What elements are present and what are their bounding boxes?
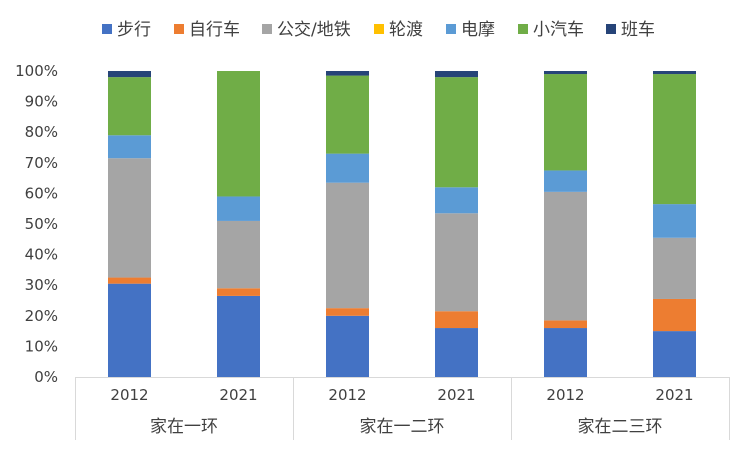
legend-swatch xyxy=(174,24,184,34)
bar-segment xyxy=(544,320,587,329)
y-tick-label: 80% xyxy=(25,123,58,141)
x-tick-label: 2012 xyxy=(328,386,366,404)
bar-segment xyxy=(217,196,260,221)
group-label: 家在二三环 xyxy=(578,417,663,437)
bar-segment xyxy=(217,288,260,296)
bar-segment xyxy=(544,191,587,321)
bar-segment xyxy=(435,213,478,312)
group-label: 家在一环 xyxy=(150,417,218,437)
y-tick-label: 10% xyxy=(25,337,58,355)
y-tick-label: 0% xyxy=(34,368,58,386)
bar-segment xyxy=(653,71,696,75)
legend-swatch xyxy=(518,24,528,34)
legend-label: 自行车 xyxy=(189,20,240,40)
bar-segment xyxy=(544,328,587,377)
legend-swatch xyxy=(262,24,272,34)
y-tick-label: 20% xyxy=(25,307,58,325)
bar-segment xyxy=(108,135,151,159)
legend: 步行 自行车 公交/地铁 轮渡 电摩 小汽车 班车 xyxy=(102,20,655,40)
x-tick-label: 2021 xyxy=(437,386,475,404)
y-tick-label: 50% xyxy=(25,215,58,233)
bar-segment xyxy=(653,298,696,332)
bar-segment xyxy=(326,71,369,76)
legend-swatch xyxy=(446,24,456,34)
bar-segment xyxy=(217,295,260,377)
legend-label: 步行 xyxy=(117,20,151,40)
bar-segment xyxy=(435,187,478,214)
legend-swatch xyxy=(102,24,112,34)
bar-segment xyxy=(108,158,151,278)
bar-segment xyxy=(108,77,151,136)
bar-segment xyxy=(217,71,260,197)
legend-item: 班车 xyxy=(606,20,655,40)
bar-segment xyxy=(108,277,151,284)
y-tick-label: 90% xyxy=(25,93,58,111)
bar-segment xyxy=(544,170,587,192)
bar-segment xyxy=(653,331,696,377)
legend-item: 自行车 xyxy=(174,20,240,40)
legend-item: 步行 xyxy=(102,20,151,40)
group-label: 家在一二环 xyxy=(360,417,445,437)
y-tick-label: 30% xyxy=(25,276,58,294)
y-tick-label: 60% xyxy=(25,184,58,202)
y-tick-label: 40% xyxy=(25,246,58,264)
x-tick-label: 2012 xyxy=(110,386,148,404)
x-tick-label: 2021 xyxy=(219,386,257,404)
bar-segment xyxy=(326,153,369,183)
legend-label: 班车 xyxy=(621,20,655,40)
y-axis: 0% 10% 20% 30% 40% 50% 60% 70% 80% 90% 100% xyxy=(15,62,58,386)
bar-segment xyxy=(326,308,369,316)
legend-swatch xyxy=(374,24,384,34)
bar-segment xyxy=(435,311,478,329)
bar-segment xyxy=(108,71,151,78)
legend-item: 电摩 xyxy=(446,20,495,40)
bar-segment xyxy=(653,237,696,299)
bar-segment xyxy=(217,220,260,289)
legend-item: 轮渡 xyxy=(374,20,423,40)
bar-segment xyxy=(544,74,587,171)
bar-segment xyxy=(326,75,369,154)
bar-segment xyxy=(544,71,587,75)
legend-item: 公交/地铁 xyxy=(262,20,351,40)
x-tick-label: 2012 xyxy=(546,386,584,404)
x-tick-label: 2021 xyxy=(655,386,693,404)
legend-label: 小汽车 xyxy=(533,20,584,40)
bar-segment xyxy=(653,74,696,205)
legend-swatch xyxy=(606,24,616,34)
bar-segment xyxy=(326,315,369,377)
bar-segment xyxy=(326,182,369,309)
bar-segment xyxy=(435,71,478,78)
bar-segment xyxy=(108,283,151,377)
legend-item: 小汽车 xyxy=(518,20,584,40)
bar-segment xyxy=(653,204,696,238)
y-tick-label: 100% xyxy=(15,62,58,80)
bar-segment xyxy=(435,77,478,188)
legend-label: 电摩 xyxy=(461,20,495,40)
y-tick-label: 70% xyxy=(25,154,58,172)
legend-label: 轮渡 xyxy=(389,20,423,40)
legend-label: 公交/地铁 xyxy=(277,20,351,40)
bars xyxy=(108,71,696,377)
bar-segment xyxy=(435,328,478,377)
